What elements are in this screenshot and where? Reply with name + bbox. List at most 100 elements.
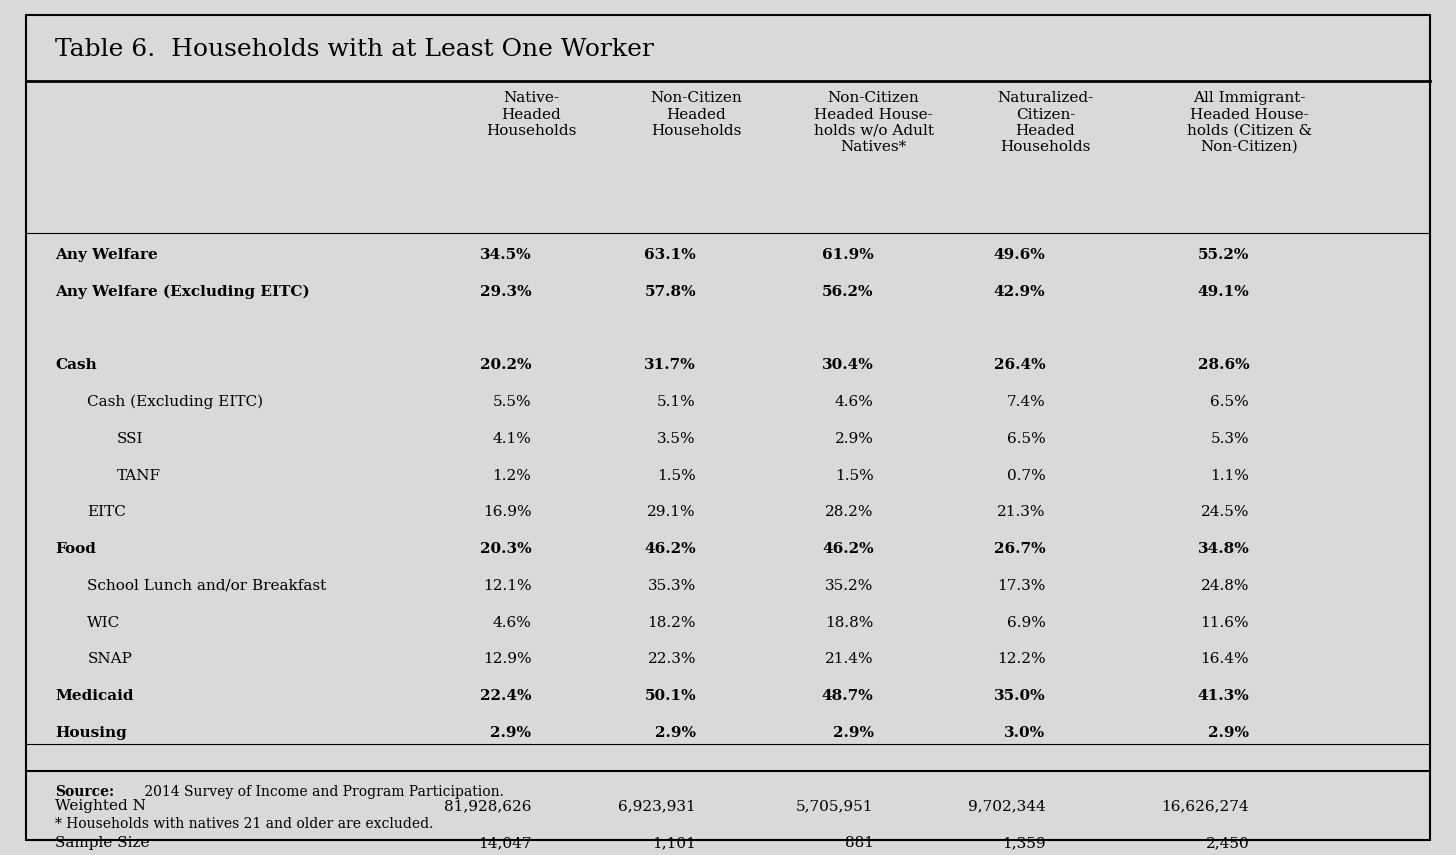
- Text: 2014 Survey of Income and Program Participation.: 2014 Survey of Income and Program Partic…: [140, 785, 504, 799]
- Text: 49.6%: 49.6%: [993, 248, 1045, 262]
- Text: 21.4%: 21.4%: [826, 652, 874, 666]
- Text: 5,705,951: 5,705,951: [796, 799, 874, 813]
- Text: Food: Food: [55, 542, 96, 556]
- Text: 4.1%: 4.1%: [492, 432, 531, 445]
- Text: Table 6.  Households with at Least One Worker: Table 6. Households with at Least One Wo…: [55, 38, 654, 62]
- Text: Medicaid: Medicaid: [55, 689, 134, 703]
- Text: 24.5%: 24.5%: [1201, 505, 1249, 519]
- Text: 34.5%: 34.5%: [480, 248, 531, 262]
- Text: 81,928,626: 81,928,626: [444, 799, 531, 813]
- Text: All Immigrant-
Headed House-
holds (Citizen &
Non-Citizen): All Immigrant- Headed House- holds (Citi…: [1187, 91, 1312, 154]
- Text: 35.0%: 35.0%: [994, 689, 1045, 703]
- Text: 48.7%: 48.7%: [821, 689, 874, 703]
- Text: 29.3%: 29.3%: [480, 285, 531, 298]
- Text: 30.4%: 30.4%: [821, 358, 874, 372]
- Text: EITC: EITC: [87, 505, 127, 519]
- Text: 6.5%: 6.5%: [1210, 395, 1249, 409]
- Text: 6.5%: 6.5%: [1006, 432, 1045, 445]
- Text: 6.9%: 6.9%: [1006, 616, 1045, 629]
- Text: 16,626,274: 16,626,274: [1162, 799, 1249, 813]
- Text: 50.1%: 50.1%: [645, 689, 696, 703]
- Text: Housing: Housing: [55, 726, 127, 740]
- Text: 1,101: 1,101: [652, 836, 696, 850]
- Text: 3.0%: 3.0%: [1005, 726, 1045, 740]
- Text: SNAP: SNAP: [87, 652, 132, 666]
- Text: 2,450: 2,450: [1206, 836, 1249, 850]
- Text: 46.2%: 46.2%: [823, 542, 874, 556]
- Text: 20.3%: 20.3%: [480, 542, 531, 556]
- Text: * Households with natives 21 and older are excluded.: * Households with natives 21 and older a…: [55, 817, 434, 831]
- Text: 3.5%: 3.5%: [657, 432, 696, 445]
- Text: 4.6%: 4.6%: [492, 616, 531, 629]
- Text: 31.7%: 31.7%: [644, 358, 696, 372]
- Text: 9,702,344: 9,702,344: [968, 799, 1045, 813]
- Text: 2.9%: 2.9%: [1208, 726, 1249, 740]
- Text: 20.2%: 20.2%: [480, 358, 531, 372]
- Text: School Lunch and/or Breakfast: School Lunch and/or Breakfast: [87, 579, 326, 593]
- Text: 2.9%: 2.9%: [655, 726, 696, 740]
- Text: 881: 881: [844, 836, 874, 850]
- Text: 46.2%: 46.2%: [645, 542, 696, 556]
- Text: Any Welfare (Excluding EITC): Any Welfare (Excluding EITC): [55, 285, 310, 299]
- Text: 63.1%: 63.1%: [644, 248, 696, 262]
- Text: Sample Size: Sample Size: [55, 836, 150, 850]
- Text: 2.9%: 2.9%: [491, 726, 531, 740]
- Text: 0.7%: 0.7%: [1006, 469, 1045, 482]
- Text: 5.3%: 5.3%: [1210, 432, 1249, 445]
- Text: 42.9%: 42.9%: [994, 285, 1045, 298]
- Text: Non-Citizen
Headed House-
holds w/o Adult
Natives*: Non-Citizen Headed House- holds w/o Adul…: [814, 91, 933, 154]
- Text: 5.5%: 5.5%: [492, 395, 531, 409]
- Text: 55.2%: 55.2%: [1198, 248, 1249, 262]
- Text: 12.2%: 12.2%: [997, 652, 1045, 666]
- Text: Cash: Cash: [55, 358, 98, 372]
- Text: 57.8%: 57.8%: [645, 285, 696, 298]
- Text: 16.4%: 16.4%: [1201, 652, 1249, 666]
- Text: Naturalized-
Citizen-
Headed
Households: Naturalized- Citizen- Headed Households: [997, 91, 1093, 154]
- Text: 14,047: 14,047: [478, 836, 531, 850]
- Text: 12.1%: 12.1%: [483, 579, 531, 593]
- Text: 21.3%: 21.3%: [997, 505, 1045, 519]
- Text: 16.9%: 16.9%: [483, 505, 531, 519]
- Text: 22.4%: 22.4%: [480, 689, 531, 703]
- Text: 26.7%: 26.7%: [994, 542, 1045, 556]
- Text: 56.2%: 56.2%: [823, 285, 874, 298]
- Text: 5.1%: 5.1%: [657, 395, 696, 409]
- Text: Source:: Source:: [55, 785, 115, 799]
- Text: 11.6%: 11.6%: [1201, 616, 1249, 629]
- Text: 28.6%: 28.6%: [1198, 358, 1249, 372]
- Text: 18.8%: 18.8%: [826, 616, 874, 629]
- Text: 22.3%: 22.3%: [648, 652, 696, 666]
- Text: 35.2%: 35.2%: [826, 579, 874, 593]
- Text: Native-
Headed
Households: Native- Headed Households: [486, 91, 577, 138]
- Text: 1.1%: 1.1%: [1210, 469, 1249, 482]
- Text: TANF: TANF: [116, 469, 160, 482]
- Text: 41.3%: 41.3%: [1197, 689, 1249, 703]
- Text: 1.5%: 1.5%: [834, 469, 874, 482]
- Text: 35.3%: 35.3%: [648, 579, 696, 593]
- Text: 1,359: 1,359: [1002, 836, 1045, 850]
- Text: 2.9%: 2.9%: [834, 432, 874, 445]
- Text: Non-Citizen
Headed
Households: Non-Citizen Headed Households: [649, 91, 743, 138]
- FancyBboxPatch shape: [26, 15, 1430, 840]
- Text: 29.1%: 29.1%: [648, 505, 696, 519]
- Text: WIC: WIC: [87, 616, 121, 629]
- Text: 7.4%: 7.4%: [1006, 395, 1045, 409]
- Text: 2.9%: 2.9%: [833, 726, 874, 740]
- Text: 12.9%: 12.9%: [483, 652, 531, 666]
- Text: Any Welfare: Any Welfare: [55, 248, 159, 262]
- Text: 28.2%: 28.2%: [826, 505, 874, 519]
- Text: Weighted N: Weighted N: [55, 799, 146, 813]
- Text: 18.2%: 18.2%: [648, 616, 696, 629]
- Text: 4.6%: 4.6%: [834, 395, 874, 409]
- Text: 34.8%: 34.8%: [1197, 542, 1249, 556]
- Text: 1.5%: 1.5%: [657, 469, 696, 482]
- Text: 6,923,931: 6,923,931: [619, 799, 696, 813]
- Text: 49.1%: 49.1%: [1197, 285, 1249, 298]
- Text: 61.9%: 61.9%: [821, 248, 874, 262]
- Text: SSI: SSI: [116, 432, 143, 445]
- Text: Cash (Excluding EITC): Cash (Excluding EITC): [87, 395, 264, 410]
- Text: 26.4%: 26.4%: [994, 358, 1045, 372]
- Text: 17.3%: 17.3%: [997, 579, 1045, 593]
- Text: 1.2%: 1.2%: [492, 469, 531, 482]
- Text: 24.8%: 24.8%: [1201, 579, 1249, 593]
